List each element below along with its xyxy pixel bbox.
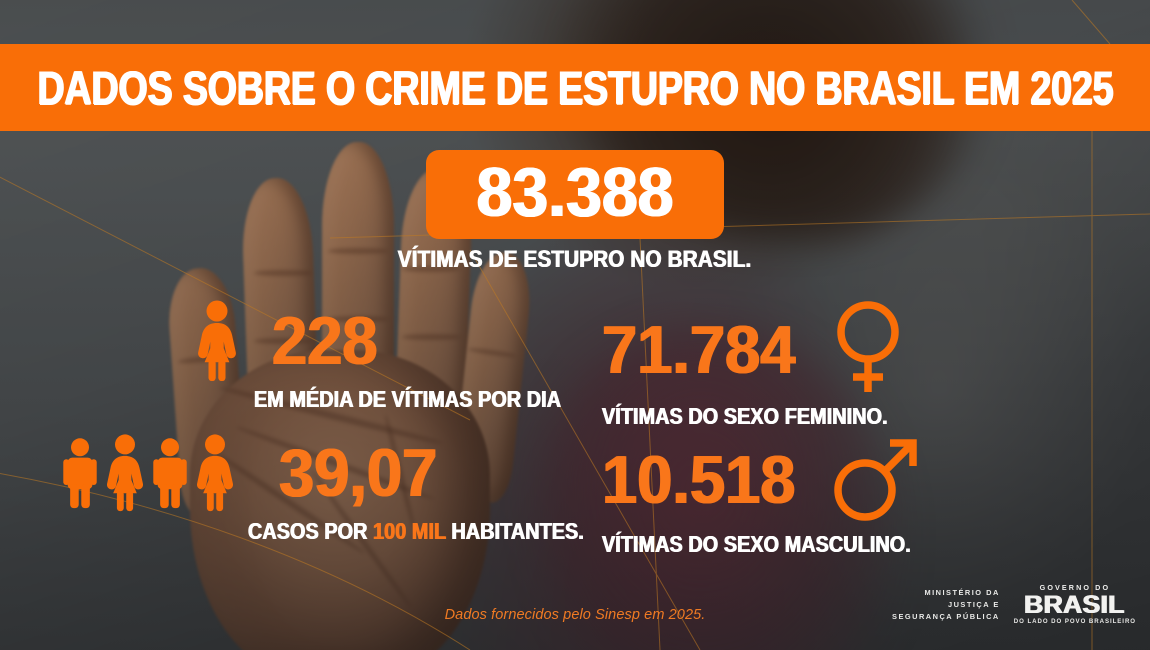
hero-caption: VÍTIMAS DE ESTUPRO NO BRASIL. bbox=[398, 245, 752, 273]
governo-do-brasil-logo: GOVERNO DO BRASIL DO LADO DO POVO BRASIL… bbox=[1014, 584, 1136, 625]
ministry-line-3: SEGURANÇA PÚBLICA bbox=[892, 611, 1000, 621]
stat-number-per-day: 228 bbox=[272, 302, 378, 379]
ministry-line-2: JUSTIÇA E bbox=[947, 599, 1000, 609]
caption-highlight-100-mil: 100 MIL bbox=[373, 518, 446, 544]
stat-cases-per-100k: 39,07 CASOS POR 100 MIL HABITANTES. bbox=[62, 432, 639, 543]
stat-male-victims: 10.518 VÍTIMAS DO SEXO MASCULINO. bbox=[602, 432, 961, 556]
hero-stat: 83.388 VÍTIMAS DE ESTUPRO NO BRASIL. bbox=[0, 150, 1150, 274]
stat-number-per-100k: 39,07 bbox=[279, 434, 438, 511]
stat-number-male: 10.518 bbox=[602, 442, 796, 519]
female-pictogram-icon bbox=[196, 434, 234, 512]
male-pictogram-icon bbox=[153, 438, 187, 509]
header-banner: DADOS SOBRE O CRIME DE ESTUPRO NO BRASIL… bbox=[0, 44, 1150, 131]
government-logos: MINISTÉRIO DA JUSTIÇA E SEGURANÇA PÚBLIC… bbox=[892, 584, 1136, 625]
stat-victims-per-day: 228 EM MÉDIA DE VÍTIMAS POR DIA bbox=[196, 300, 611, 411]
stat-caption-per-100k: CASOS POR 100 MIL HABITANTES. bbox=[248, 520, 584, 543]
brasil-logo-top-line: GOVERNO DO bbox=[1039, 583, 1111, 592]
male-pictogram-icon bbox=[63, 438, 97, 509]
source-note: Dados fornecidos pelo Sinesp em 2025. bbox=[444, 607, 706, 623]
venus-symbol-icon bbox=[832, 300, 904, 401]
caption-part-pre: CASOS POR bbox=[248, 518, 374, 544]
female-pictogram-icon bbox=[196, 300, 238, 382]
mars-symbol-icon bbox=[832, 432, 920, 529]
stat-female-victims: 71.784 VÍTIMAS DO SEXO FEMININO. bbox=[602, 300, 934, 428]
caption-part-post: HABITANTES. bbox=[445, 518, 584, 544]
female-pictogram-icon bbox=[106, 434, 144, 512]
hero-number: 83.388 bbox=[476, 153, 674, 231]
ministry-line-1: MINISTÉRIO DA bbox=[924, 587, 1000, 597]
ministry-logo: MINISTÉRIO DA JUSTIÇA E SEGURANÇA PÚBLIC… bbox=[892, 587, 1000, 623]
stat-caption-female: VÍTIMAS DO SEXO FEMININO. bbox=[602, 403, 888, 429]
brasil-logo-wordmark: BRASIL bbox=[1024, 591, 1126, 620]
stat-caption-male: VÍTIMAS DO SEXO MASCULINO. bbox=[602, 531, 911, 557]
stat-caption-per-day: EM MÉDIA DE VÍTIMAS POR DIA bbox=[254, 386, 562, 412]
page-title: DADOS SOBRE O CRIME DE ESTUPRO NO BRASIL… bbox=[37, 61, 1113, 114]
stat-number-female: 71.784 bbox=[602, 312, 796, 389]
four-people-pictogram-icon bbox=[62, 432, 235, 514]
hero-number-box: 83.388 bbox=[426, 150, 724, 239]
brasil-logo-tagline: DO LADO DO POVO BRASILEIRO bbox=[1013, 618, 1136, 626]
